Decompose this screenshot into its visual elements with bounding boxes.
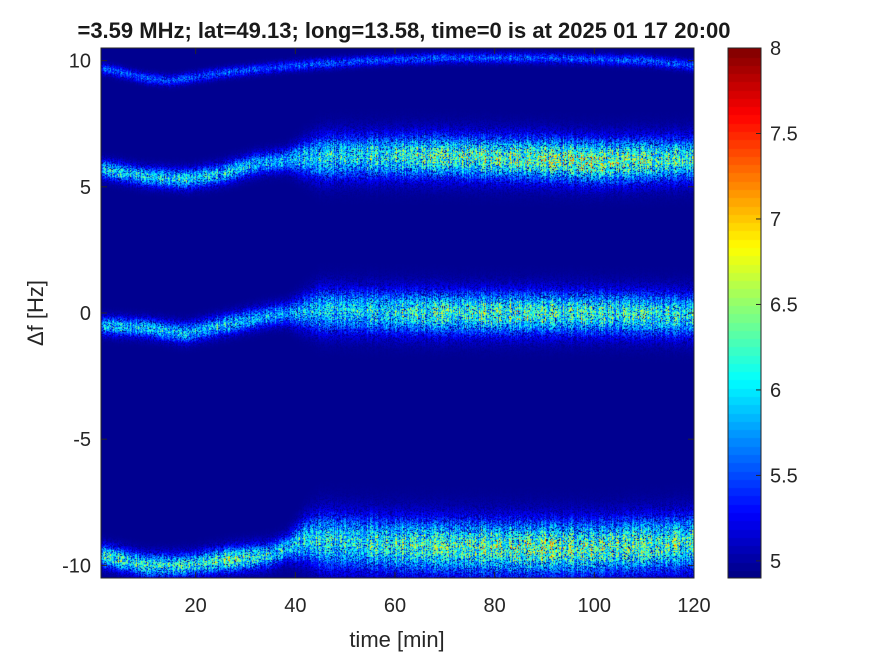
chart-title: =3.59 MHz; lat=49.13; long=13.58, time=0… (77, 18, 730, 43)
x-tick-label: 40 (284, 595, 306, 617)
colorbar-tick-label: 7 (770, 209, 781, 231)
y-axis-label: Δf [Hz] (23, 280, 48, 346)
x-axis-ticks: 20 40 60 80 100 120 (185, 48, 711, 617)
y-tick-label: 5 (80, 177, 91, 199)
x-axis-label: time [min] (349, 627, 444, 652)
colorbar-tick-label: 5 (770, 551, 781, 573)
colorbar-tick-label: 5.5 (770, 465, 798, 487)
colorbar-ticks: 5 5.5 6 6.5 7 7.5 8 (756, 38, 798, 573)
colorbar-tick-label: 8 (770, 38, 781, 60)
x-tick-label: 120 (677, 595, 710, 617)
x-tick-label: 20 (185, 595, 207, 617)
colorbar-image (728, 48, 761, 578)
y-tick-label: -5 (73, 429, 91, 451)
y-tick-label: 0 (80, 303, 91, 325)
x-tick-label: 80 (484, 595, 506, 617)
y-tick-label: 10 (69, 51, 91, 73)
heatmap-image (101, 48, 694, 578)
plot-area (100, 47, 695, 579)
y-axis-ticks: 10 5 0 -5 -10 (62, 51, 694, 577)
y-tick-label: -10 (62, 555, 91, 577)
colorbar-frame (727, 47, 762, 579)
colorbar-tick-label: 6.5 (770, 294, 798, 316)
colorbar-tick-label: 7.5 (770, 123, 798, 145)
x-tick-label: 100 (578, 595, 611, 617)
x-tick-label: 60 (384, 595, 406, 617)
colorbar-tick-label: 6 (770, 380, 781, 402)
colorbar: 5 5.5 6 6.5 7 7.5 8 (727, 38, 798, 579)
